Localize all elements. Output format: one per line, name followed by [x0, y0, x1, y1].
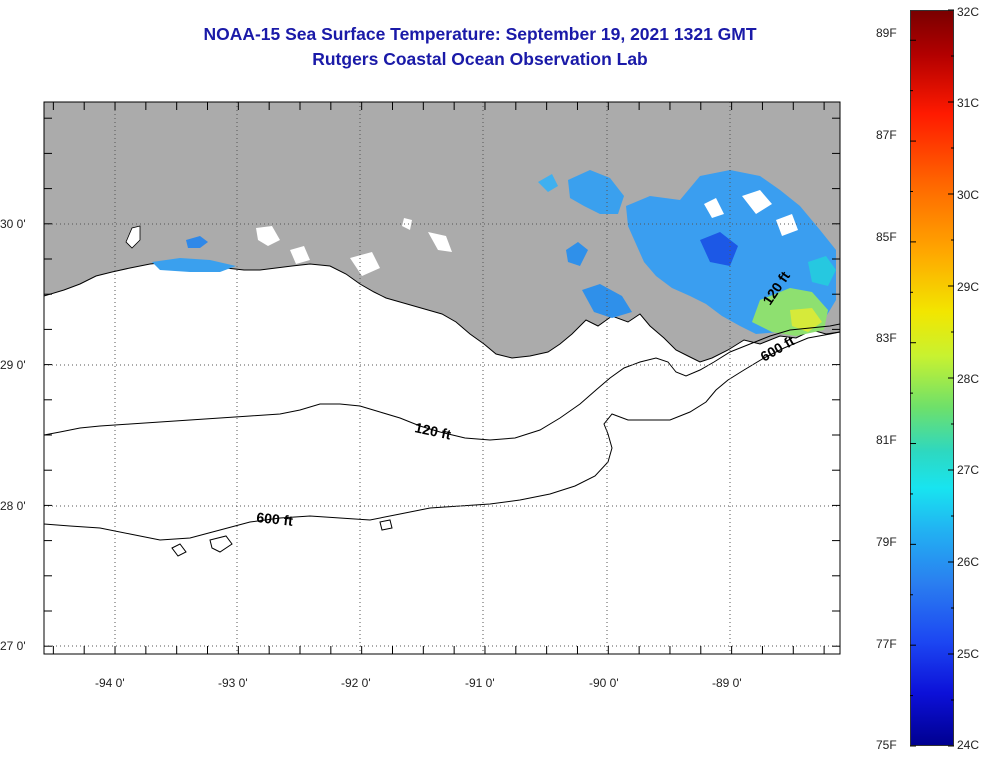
sst-patch-warm: [790, 308, 822, 332]
colorbar-c-label: 27C: [957, 463, 980, 477]
sst-patch: [582, 284, 632, 318]
sst-patch: [152, 258, 236, 272]
sst-patch: [186, 236, 208, 248]
chart-subtitle: Rutgers Coastal Ocean Observation Lab: [312, 49, 648, 69]
colorbar-f-label: 75F: [876, 738, 897, 752]
contour-120ft: [44, 323, 840, 441]
colorbar-f-label: 79F: [876, 535, 897, 549]
map-frame: [43, 101, 841, 655]
lon-label: -92 0': [341, 676, 371, 690]
contour-label: 120 ft: [413, 419, 452, 442]
colorbar-c-label: 31C: [957, 96, 980, 110]
colorbar-c-label: 32C: [957, 5, 980, 19]
sst-patch: [568, 170, 624, 214]
colorbar-c-label: 30C: [957, 188, 980, 202]
colorbar-c-label: 28C: [957, 372, 980, 386]
lon-label: -93 0': [218, 676, 248, 690]
colorbar-c-label: 25C: [957, 647, 980, 661]
contour-label: 600 ft: [256, 509, 294, 529]
colorbar-f-label: 87F: [876, 128, 897, 142]
lon-label: -89 0': [712, 676, 742, 690]
colorbar-f-label: 81F: [876, 433, 897, 447]
lat-label: 29 0': [0, 358, 26, 372]
colorbar-f-label: 89F: [876, 26, 897, 40]
colorbar-c-label: 26C: [957, 555, 980, 569]
sst-patch-cool: [808, 256, 836, 286]
sst-patch-cool: [700, 232, 738, 266]
lat-label: 28 0': [0, 499, 26, 513]
lon-label: -91 0': [465, 676, 495, 690]
lat-label: 30 0': [0, 217, 26, 231]
sst-patch: [566, 242, 588, 266]
colorbar-f-label: 83F: [876, 331, 897, 345]
contour-600ft: [44, 331, 840, 541]
lon-label: -90 0': [589, 676, 619, 690]
color-scale-bar: [910, 10, 954, 746]
lon-label: -94 0': [95, 676, 125, 690]
colorbar-c-label: 24C: [957, 738, 980, 752]
contour-600ft-island: [171, 519, 393, 557]
sst-patch: [538, 174, 558, 192]
chart-title: NOAA-15 Sea Surface Temperature: Septemb…: [203, 24, 757, 44]
lake: [125, 225, 141, 249]
colorbar-f-label: 85F: [876, 230, 897, 244]
colorbar-f-label: 77F: [876, 637, 897, 651]
lat-label: 27 0': [0, 639, 26, 653]
colorbar-c-label: 29C: [957, 280, 980, 294]
